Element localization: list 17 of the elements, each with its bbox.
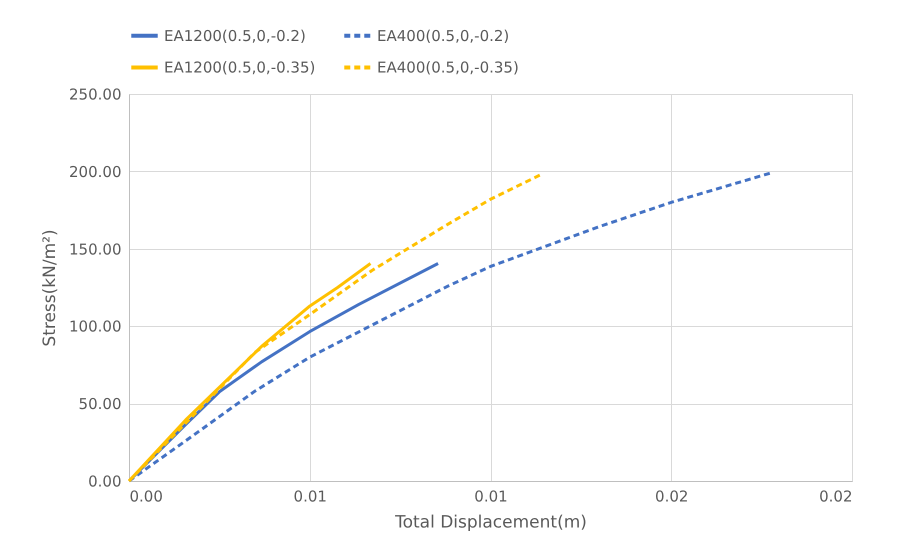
legend-label: EA1200(0.5,0,-0.35) [164,58,316,76]
x-tick-label: 0.01 [294,488,327,506]
y-tick-label: 50.00 [78,395,122,414]
y-axis-title: Stress(kN/m²) [40,229,60,347]
legend-label: EA400(0.5,0,-0.35) [377,58,519,76]
y-tick-label: 0.00 [88,472,122,490]
x-axis-title: Total Displacement(m) [394,512,587,532]
y-tick-label: 100.00 [69,318,122,336]
legend-label: EA1200(0.5,0,-0.2) [164,26,306,45]
x-tick-label: 0.00 [130,488,163,506]
y-tick-label: 200.00 [69,162,122,181]
x-tick-label: 0.01 [474,488,508,506]
y-tick-label: 250.00 [69,86,122,104]
x-tick-label: 0.02 [655,488,688,506]
legend-label: EA400(0.5,0,-0.2) [377,26,510,45]
y-tick-label: 150.00 [69,240,122,258]
x-tick-label: 0.02 [819,488,852,506]
